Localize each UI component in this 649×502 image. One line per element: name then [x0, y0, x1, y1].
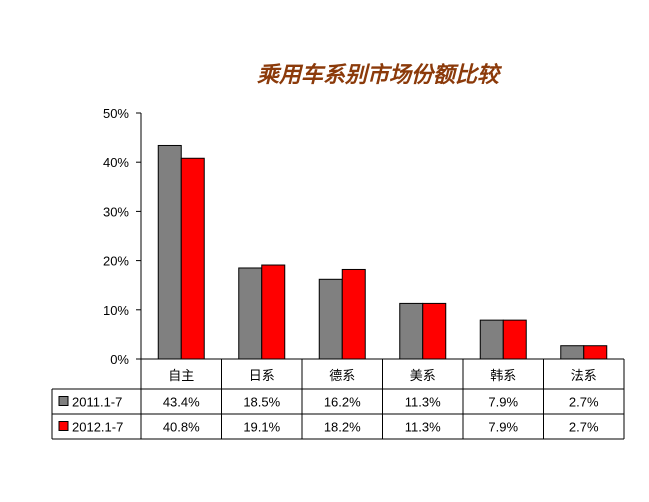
bar-2-4 — [422, 302, 447, 360]
data-label: 11.3% — [405, 420, 441, 435]
legend-label-1: 2011.1-7 — [72, 395, 122, 410]
bar-1-1 — [157, 144, 182, 360]
data-label: 16.2% — [324, 395, 361, 410]
bar-1-6 — [560, 345, 585, 360]
category-label: 韩系 — [490, 368, 516, 383]
legend-label-2: 2012.1-7 — [72, 420, 123, 435]
y-tick-label: 20% — [103, 254, 129, 269]
bar-2-3 — [341, 268, 366, 360]
data-label: 19.1% — [243, 420, 280, 435]
y-tick-label: 30% — [103, 204, 129, 219]
category-label: 自主 — [168, 368, 194, 383]
bar-2-1 — [180, 157, 205, 360]
data-table: 自主 日系 德系 美系 韩系 法系 2011.1-7 43.4% 18.5% 16.2% 11.3%… — [51, 358, 625, 440]
bar-2-2 — [261, 264, 286, 360]
category-label: 美系 — [410, 368, 436, 383]
data-label: 18.2% — [324, 420, 361, 435]
bar-1-4 — [399, 302, 424, 360]
y-tick-label: 10% — [103, 303, 129, 318]
data-label: 7.9% — [488, 420, 518, 435]
bar-2-5 — [502, 319, 527, 360]
bar-1-2 — [238, 267, 263, 360]
y-tick-label: 50% — [103, 106, 129, 121]
bar-2-6 — [583, 345, 608, 360]
bar-1-5 — [479, 319, 504, 360]
data-label: 11.3% — [405, 395, 441, 410]
category-label: 法系 — [571, 368, 597, 383]
bars — [157, 144, 608, 360]
y-tick-label: 0% — [110, 352, 129, 367]
data-label: 7.9% — [488, 395, 518, 410]
data-label: 2.7% — [569, 395, 599, 410]
legend-key-2 — [58, 421, 69, 431]
data-label: 40.8% — [163, 420, 200, 435]
chart-title: 乘用车系别市场份额比较 — [257, 62, 503, 88]
bar-1-3 — [318, 278, 343, 360]
legend-key-1 — [58, 396, 69, 406]
category-label: 日系 — [249, 368, 275, 383]
y-axis: 0% 10% 20% 30% 40% 50% — [103, 106, 142, 367]
category-label: 德系 — [329, 368, 355, 383]
data-label: 43.4% — [163, 395, 200, 410]
y-tick-label: 40% — [103, 155, 129, 170]
data-label: 2.7% — [569, 420, 599, 435]
data-label: 18.5% — [243, 395, 280, 410]
